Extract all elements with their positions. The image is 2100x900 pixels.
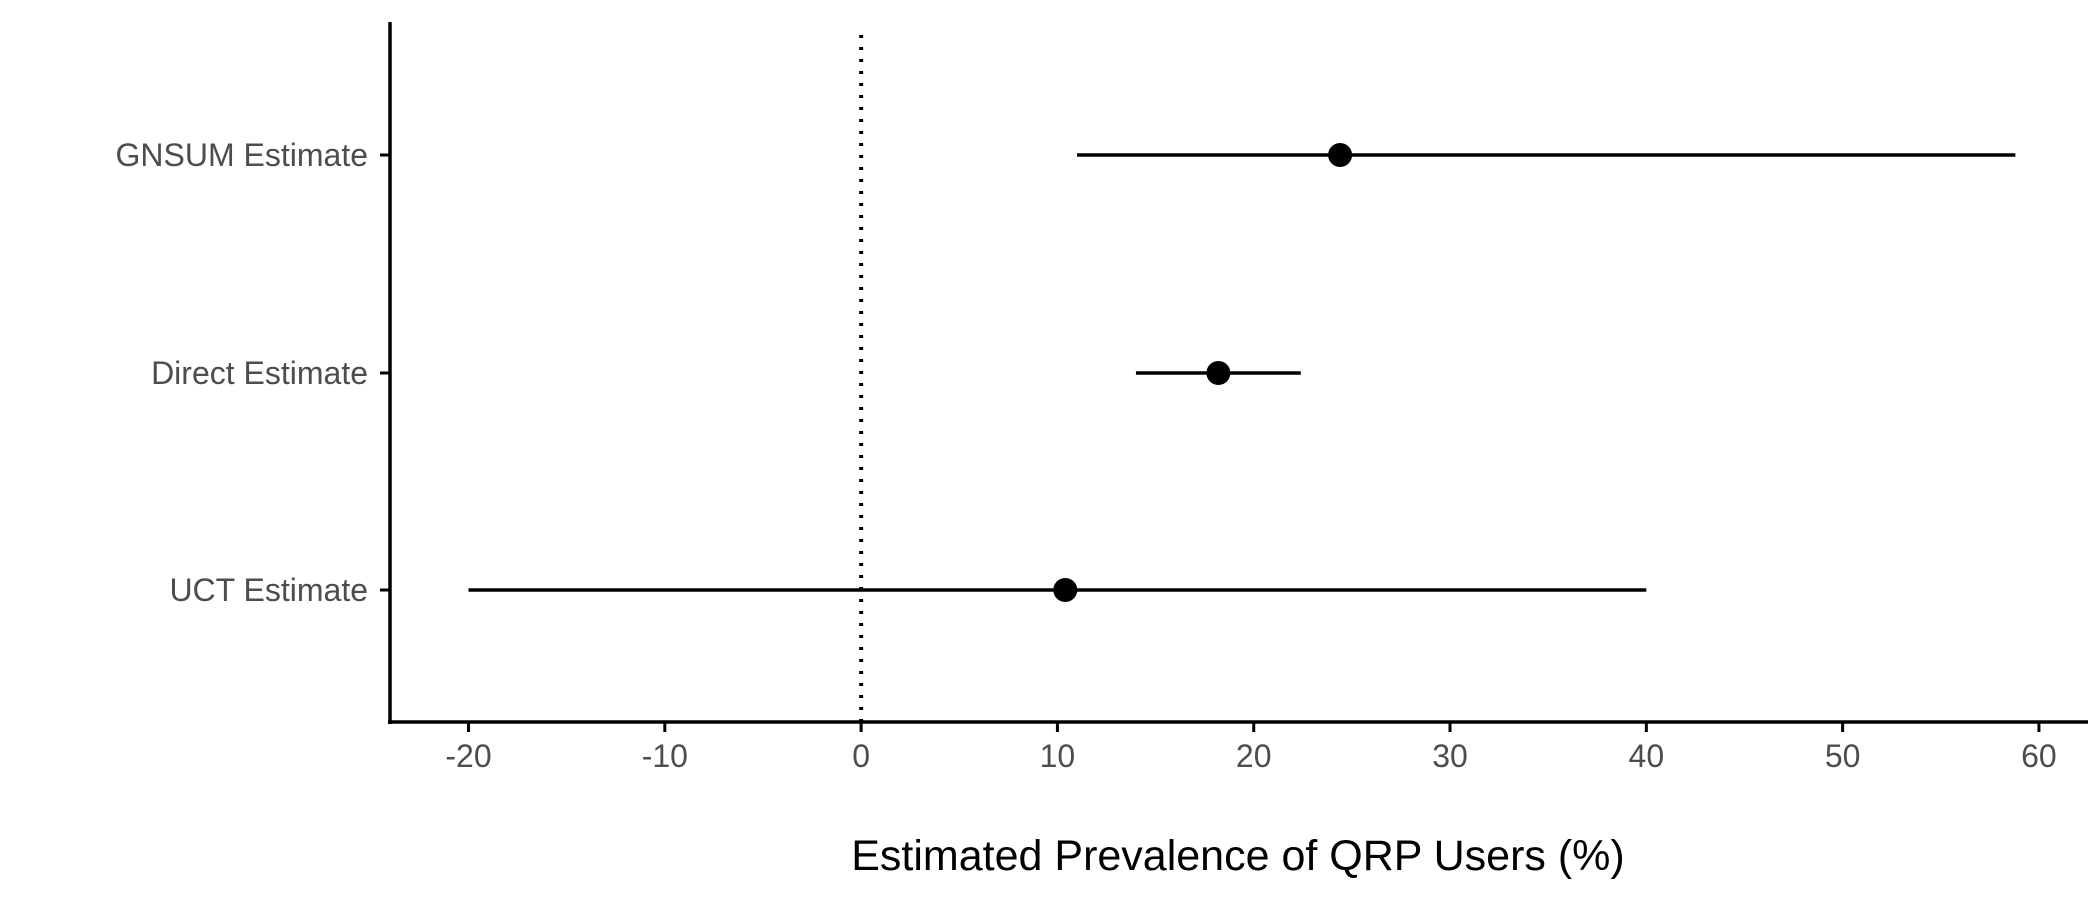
- marks-layer: [468, 143, 2016, 602]
- point-direct-estimate: [1206, 361, 1231, 385]
- point-gnsum-estimate: [1328, 143, 1353, 167]
- x-tick-label-1: -10: [642, 738, 688, 774]
- y-tick-label-gnsum-estimate: GNSUM Estimate: [116, 137, 368, 173]
- x-tick-label-8: 60: [2021, 738, 2057, 774]
- x-tick-label-3: 10: [1040, 738, 1076, 774]
- point-uct-estimate: [1053, 578, 1078, 602]
- x-tick-label-2: 0: [852, 738, 870, 774]
- x-tick-label-4: 20: [1236, 738, 1272, 774]
- x-tick-label-6: 40: [1629, 738, 1665, 774]
- axes-layer: -20 -10 0 10 20 30 40 50 60 GNSUM Estimate Direct …: [116, 22, 2088, 774]
- x-axis-title: Estimated Prevalence of QRP Users (%): [851, 832, 1624, 880]
- x-tick-label-5: 30: [1432, 738, 1468, 774]
- x-tick-label-0: -20: [445, 738, 491, 774]
- y-tick-label-direct-estimate: Direct Estimate: [151, 355, 368, 391]
- y-tick-label-uct-estimate: UCT Estimate: [169, 572, 368, 608]
- x-tick-label-7: 50: [1825, 738, 1861, 774]
